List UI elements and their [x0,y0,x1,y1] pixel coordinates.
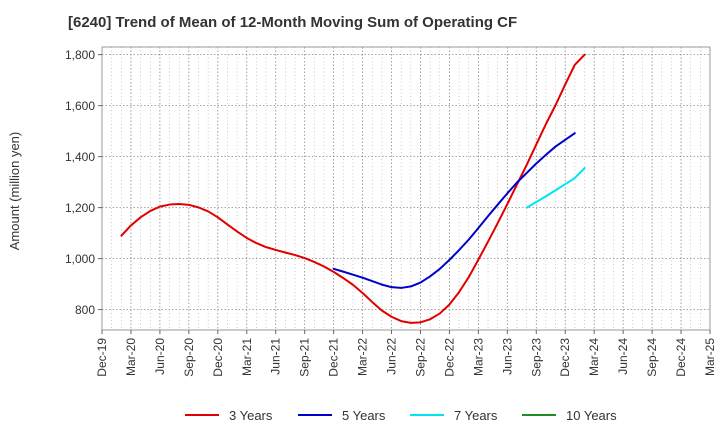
legend-label-10-years: 10 Years [566,407,617,423]
x-tick-label: Sep-21 [298,338,312,377]
series-line-5-years [332,132,576,289]
plot-frame [101,46,711,331]
grid [102,47,710,330]
series-line-7-years [525,167,586,209]
x-tick-label: Mar-24 [587,338,601,376]
legend-item-7-years: 7 Years [410,404,497,426]
legend: 3 Years 5 Years 7 Years 10 Years [0,404,720,426]
x-tick-label: Dec-22 [442,338,456,377]
y-tick-label: 1,200 [65,201,95,215]
y-tick-label: 800 [75,303,95,317]
legend-item-10-years: 10 Years [522,404,617,426]
y-tick-label: 1,000 [65,252,95,266]
legend-swatch-10-years [522,414,556,416]
x-tick-label: Dec-24 [674,338,688,377]
x-tick-label: Sep-23 [529,338,543,377]
x-tick-label: Dec-21 [327,338,341,377]
axes: 800 1,000 1,200 1,400 1,600 1,800 Dec-19 Mar-20… [65,48,717,377]
x-tick-label: Mar-20 [124,338,138,376]
legend-item-5-years: 5 Years [298,404,385,426]
x-tick-label: Mar-22 [356,338,370,376]
x-tick-label: Mar-21 [240,338,254,376]
series-line-3-years [120,53,586,324]
x-tick-label: Mar-23 [471,338,485,376]
y-tick-label: 1,400 [65,150,95,164]
x-tick-label: Dec-23 [558,338,572,377]
legend-swatch-3-years [185,414,219,416]
legend-label-3-years: 3 Years [229,407,273,423]
x-tick-label: Mar-25 [703,338,717,376]
legend-swatch-7-years [410,414,444,416]
x-tick-label: Jun-21 [269,338,283,375]
x-tick-label: Dec-19 [95,338,109,377]
x-tick-label: Dec-20 [211,338,225,377]
x-tick-label: Jun-24 [616,338,630,375]
x-tick-label: Jun-22 [385,338,399,375]
x-tick-label: Jun-23 [500,338,514,375]
y-tick-label: 1,800 [65,48,95,62]
series-layer [120,53,586,324]
x-tick-label: Jun-20 [153,338,167,375]
legend-label-5-years: 5 Years [342,407,386,423]
x-tick-label: Sep-22 [413,338,427,377]
y-axis-label: Amount (million yen) [7,132,22,251]
legend-label-7-years: 7 Years [454,407,498,423]
x-tick-label: Sep-20 [182,338,196,377]
x-tick-label: Sep-24 [645,338,659,377]
chart-title: [6240] Trend of Mean of 12-Month Moving … [68,14,518,31]
legend-swatch-5-years [298,414,332,416]
y-tick-label: 1,600 [65,99,95,113]
legend-item-3-years: 3 Years [185,404,272,426]
